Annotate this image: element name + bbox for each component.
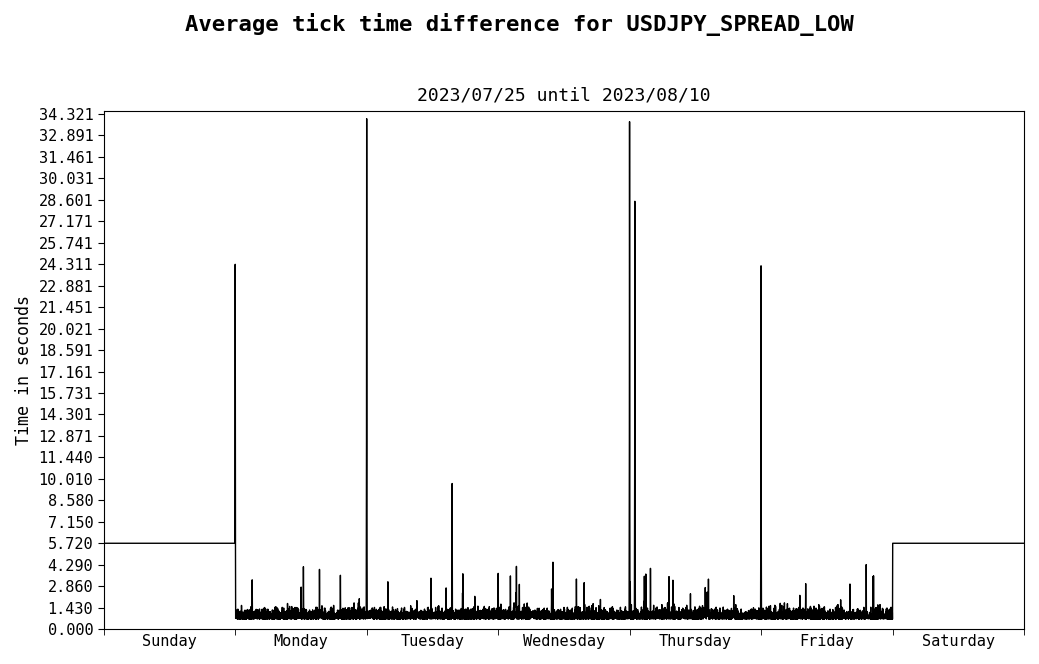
Text: Average tick time difference for USDJPY_SPREAD_LOW: Average tick time difference for USDJPY_… xyxy=(185,13,854,37)
Y-axis label: Time in seconds: Time in seconds xyxy=(15,295,33,446)
Title: 2023/07/25 until 2023/08/10: 2023/07/25 until 2023/08/10 xyxy=(417,86,711,104)
